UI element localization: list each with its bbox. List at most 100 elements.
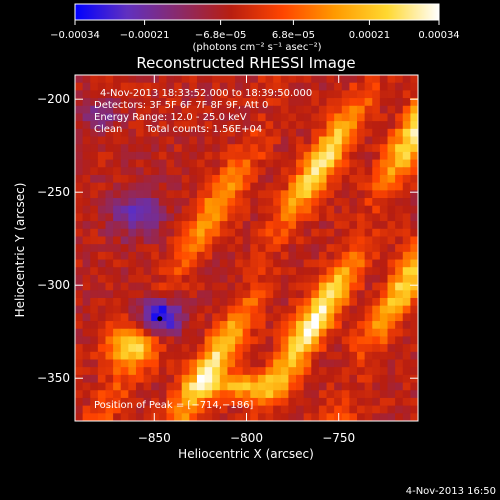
heatmap-cell — [189, 244, 198, 253]
heatmap-cell — [212, 213, 221, 222]
heatmap-cell — [364, 251, 373, 261]
heatmap-cell — [280, 136, 290, 145]
heatmap-cell — [128, 236, 137, 245]
heatmap-cell — [273, 282, 282, 291]
heatmap-cell — [364, 282, 373, 291]
heatmap-cell — [105, 313, 114, 322]
heatmap-cell — [250, 236, 259, 245]
heatmap-cell — [181, 190, 190, 199]
heatmap-cell — [326, 359, 335, 368]
heatmap-cell — [257, 305, 267, 314]
heatmap-cell — [372, 336, 381, 345]
heatmap-cell — [174, 328, 183, 338]
heatmap-cell — [357, 244, 366, 253]
heatmap-cell — [402, 367, 411, 376]
heatmap-cell — [402, 213, 411, 222]
heatmap-cell — [204, 328, 213, 338]
heatmap-cell — [97, 174, 107, 184]
heatmap-cell — [235, 382, 244, 391]
heatmap-cell — [219, 367, 229, 376]
heatmap-cell — [151, 305, 160, 314]
heatmap-cell — [288, 290, 297, 299]
heatmap-cell — [120, 113, 129, 122]
heatmap-cell — [143, 336, 152, 345]
heatmap-cell — [410, 75, 418, 84]
heatmap-cell — [143, 98, 152, 107]
heatmap-cell — [364, 228, 373, 238]
heatmap-cell — [326, 344, 335, 353]
heatmap-cell — [242, 236, 251, 245]
heatmap-cell — [364, 82, 373, 91]
heatmap-cell — [227, 190, 236, 199]
heatmap-cell — [219, 144, 229, 153]
heatmap-cell — [75, 213, 84, 222]
heatmap-cell — [158, 98, 168, 107]
heatmap-cell — [349, 82, 358, 91]
heatmap-cell — [212, 98, 221, 107]
heatmap-cell — [341, 144, 350, 153]
heatmap-cell — [311, 182, 320, 191]
heatmap-cell — [75, 136, 84, 145]
heatmap-cell — [280, 382, 290, 391]
heatmap-cell — [395, 105, 404, 115]
heatmap-cell — [250, 297, 259, 307]
heatmap-cell — [349, 105, 358, 115]
heatmap-cell — [242, 367, 251, 376]
heatmap-cell — [105, 259, 114, 268]
heatmap-cell — [257, 213, 267, 222]
heatmap-cell — [212, 282, 221, 291]
heatmap-cell — [372, 390, 381, 399]
heatmap-cell — [395, 174, 404, 184]
heatmap-cell — [280, 98, 290, 107]
heatmap-cell — [128, 151, 137, 161]
heatmap-cell — [219, 221, 229, 230]
heatmap-cell — [357, 105, 366, 115]
heatmap-cell — [120, 282, 129, 291]
heatmap-cell — [410, 136, 418, 145]
heatmap-cell — [273, 382, 282, 391]
heatmap-cell — [219, 75, 229, 84]
heatmap-cell — [143, 244, 152, 253]
heatmap-cell — [212, 75, 221, 84]
heatmap-cell — [395, 297, 404, 307]
heatmap-cell — [265, 313, 274, 322]
heatmap-cell — [75, 182, 84, 191]
heatmap-cell — [90, 282, 99, 291]
heatmap-cell — [97, 205, 107, 214]
heatmap-cell — [97, 144, 107, 153]
heatmap-cell — [318, 374, 328, 384]
heatmap-cell — [181, 413, 190, 421]
heatmap-cell — [174, 351, 183, 361]
heatmap-cell — [235, 113, 244, 122]
heatmap-cell — [82, 82, 91, 91]
heatmap-cell — [135, 190, 145, 199]
heatmap-cell — [250, 274, 259, 284]
heatmap-cell — [204, 82, 213, 91]
heatmap-cell — [128, 136, 137, 145]
heatmap-cell — [75, 259, 84, 268]
heatmap-cell — [90, 136, 99, 145]
heatmap-cell — [395, 313, 404, 322]
heatmap-cell — [410, 251, 418, 261]
heatmap-cell — [265, 75, 274, 84]
heatmap-cell — [395, 413, 404, 421]
heatmap-cell — [90, 121, 99, 130]
heatmap-cell — [128, 382, 137, 391]
heatmap-cell — [242, 167, 251, 176]
heatmap-cell — [204, 136, 213, 145]
heatmap-cell — [219, 182, 229, 191]
heatmap-cell — [166, 228, 175, 238]
heatmap-cell — [174, 282, 183, 291]
heatmap-cell — [257, 313, 267, 322]
heatmap-cell — [158, 359, 168, 368]
heatmap-cell — [158, 205, 168, 214]
heatmap-cell — [97, 313, 107, 322]
heatmap-cell — [196, 213, 206, 222]
heatmap-cell — [311, 221, 320, 230]
heatmap-cell — [204, 374, 213, 384]
heatmap-cell — [357, 121, 366, 130]
heatmap-cell — [402, 151, 411, 161]
heatmap-cell — [242, 198, 251, 207]
heatmap-cell — [189, 382, 198, 391]
heatmap-cell — [219, 151, 229, 161]
